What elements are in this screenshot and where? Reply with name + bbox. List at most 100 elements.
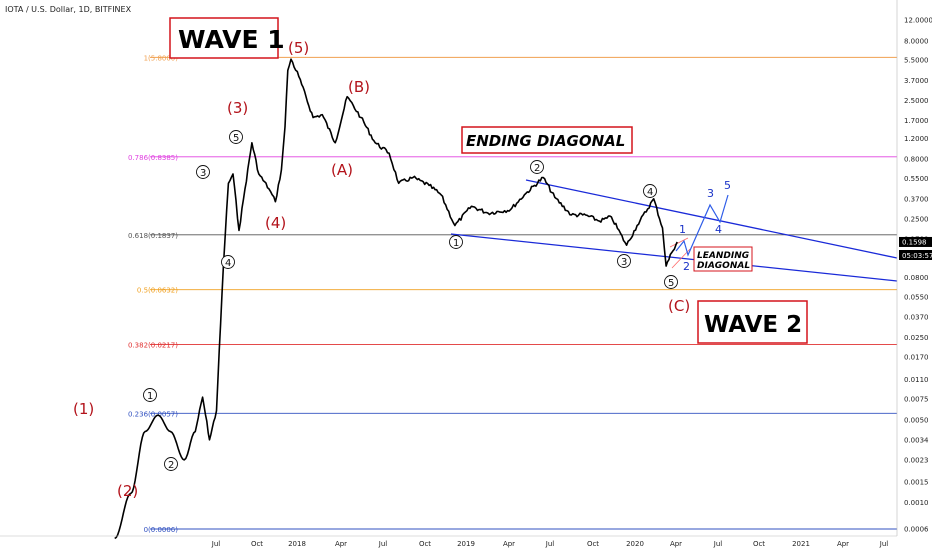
svg-text:4: 4 bbox=[225, 258, 231, 269]
time-tick-label: 2021 bbox=[792, 540, 810, 548]
time-tick-label: Oct bbox=[419, 540, 431, 548]
svg-text:2: 2 bbox=[168, 460, 174, 471]
circled-label-2: 2 bbox=[164, 457, 178, 471]
svg-text:DIAGONAL: DIAGONAL bbox=[697, 261, 750, 271]
svg-text:5: 5 bbox=[668, 278, 674, 289]
time-tick-label: Apr bbox=[837, 540, 849, 548]
svg-text:5: 5 bbox=[233, 133, 239, 144]
circled-label-4: 4 bbox=[221, 255, 235, 269]
price-tick-label: 5.5000 bbox=[904, 57, 929, 65]
circled-label-3: 3 bbox=[196, 165, 210, 179]
wave2-callout: WAVE 2 bbox=[697, 300, 808, 344]
price-tick-label: 0.0006 bbox=[904, 526, 929, 534]
price-tick-label: 0.0370 bbox=[904, 314, 929, 322]
svg-text:WAVE 1: WAVE 1 bbox=[178, 25, 285, 54]
projection-label-2: 2 bbox=[683, 260, 690, 273]
circled-diag-5: 5 bbox=[664, 275, 678, 289]
chart-title: IOTA / U.S. Dollar, 1D, BITFINEX bbox=[5, 5, 132, 14]
circled-diag-2: 2 bbox=[530, 160, 544, 174]
price-tick-label: 0.0010 bbox=[904, 499, 929, 507]
fib-label: 0.236(0.0057) bbox=[128, 410, 178, 418]
svg-text:2: 2 bbox=[534, 163, 540, 174]
time-tick-label: Jul bbox=[211, 540, 221, 548]
leading-diagonal-upper-line bbox=[669, 237, 689, 248]
price-tick-label: 3.7000 bbox=[904, 77, 929, 85]
circled-label-1: 1 bbox=[143, 388, 157, 402]
ending-diagonal-upper-line bbox=[525, 179, 898, 259]
svg-text:4: 4 bbox=[647, 187, 653, 198]
iota-price-line bbox=[114, 58, 678, 540]
wave-label-4: (4) bbox=[265, 214, 286, 232]
wave-label-c: (C) bbox=[668, 297, 690, 315]
wave1-callout: WAVE 1 bbox=[169, 17, 285, 59]
time-tick-label: Apr bbox=[503, 540, 515, 548]
svg-text:1: 1 bbox=[147, 391, 153, 402]
fib-label: 1(5.8000) bbox=[144, 54, 179, 62]
price-tick-label: 0.0250 bbox=[904, 334, 929, 342]
time-tick-label: Jul bbox=[879, 540, 889, 548]
price-axis[interactable]: 12.0000 8.0000 5.5000 3.7000 2.5000 1.7000 1.2… bbox=[896, 0, 932, 536]
wave-label-5: (5) bbox=[288, 39, 309, 57]
projection-label-4: 4 bbox=[715, 223, 722, 236]
svg-text:3: 3 bbox=[621, 257, 627, 268]
svg-text:1: 1 bbox=[453, 238, 459, 249]
last-price-tag: 0.1598 05:03:57 bbox=[899, 236, 932, 260]
price-tick-label: 0.0800 bbox=[904, 274, 929, 282]
svg-text:LEANDING: LEANDING bbox=[697, 251, 749, 261]
diagonal-trendlines bbox=[450, 179, 898, 282]
fib-label: 0.382(0.0217) bbox=[128, 342, 178, 350]
projection-label-1: 1 bbox=[679, 223, 686, 236]
price-tick-label: 1.7000 bbox=[904, 117, 929, 125]
time-tick-label: 2019 bbox=[457, 540, 475, 548]
wave-label-a: (A) bbox=[331, 161, 353, 179]
svg-text:WAVE 2: WAVE 2 bbox=[704, 312, 802, 338]
wave-label-1: (1) bbox=[73, 400, 94, 418]
fib-label: 0.786(0.8385) bbox=[128, 154, 178, 162]
time-tick-label: Oct bbox=[587, 540, 599, 548]
wave-labels: (1) (2) (3) (4) (5) (A) (B) (C) 1 2 3 4 … bbox=[73, 39, 731, 500]
ending-diagonal-lower-line bbox=[450, 233, 898, 282]
circled-diag-1: 1 bbox=[449, 235, 463, 249]
price-tick-label: 0.2500 bbox=[904, 215, 929, 223]
circled-label-4b: 4 bbox=[643, 184, 657, 198]
time-tick-label: Jul bbox=[713, 540, 723, 548]
time-tick-label: Jul bbox=[545, 540, 555, 548]
circled-diag-3: 3 bbox=[617, 254, 631, 268]
price-tick-label: 0.3700 bbox=[904, 195, 929, 203]
wave-label-2: (2) bbox=[117, 482, 138, 500]
time-tick-label: Oct bbox=[753, 540, 765, 548]
bar-countdown: 05:03:57 bbox=[902, 252, 932, 260]
projection-label-3: 3 bbox=[707, 187, 714, 200]
fib-label: 0(0.0006) bbox=[144, 526, 179, 534]
price-tick-label: 0.0034 bbox=[904, 436, 929, 444]
time-tick-label: Apr bbox=[670, 540, 682, 548]
time-tick-label: 2020 bbox=[626, 540, 644, 548]
price-tick-label: 2.5000 bbox=[904, 97, 929, 105]
price-tick-label: 0.5500 bbox=[904, 175, 929, 183]
fibonacci-levels: 1(5.8000) 0.786(0.8385) 0.618(0.1837) 0.5(0… bbox=[128, 54, 897, 534]
price-tick-label: 0.0050 bbox=[904, 417, 929, 425]
price-tick-label: 0.0015 bbox=[904, 478, 929, 486]
price-tick-label: 0.0550 bbox=[904, 293, 929, 301]
wave-label-b: (B) bbox=[348, 78, 370, 96]
leading-diagonal-callout: LEANDING DIAGONAL bbox=[693, 246, 753, 272]
price-tick-label: 0.0170 bbox=[904, 354, 929, 362]
projected-wave-path bbox=[675, 194, 729, 257]
time-axis[interactable]: Jul Oct 2018 Apr Jul Oct 2019 Apr Jul Oct 2020 Apr J… bbox=[0, 535, 897, 548]
price-tick-label: 0.0075 bbox=[904, 396, 929, 404]
fib-label: 0.618(0.1837) bbox=[128, 232, 178, 240]
time-tick-label: Apr bbox=[335, 540, 347, 548]
price-tick-label: 0.0023 bbox=[904, 456, 929, 464]
circled-label-5: 5 bbox=[229, 130, 243, 144]
ending-diagonal-callout: ENDING DIAGONAL bbox=[461, 126, 633, 154]
time-tick-label: Jul bbox=[378, 540, 388, 548]
svg-text:0.1598: 0.1598 bbox=[902, 238, 927, 246]
price-tick-label: 1.2000 bbox=[904, 135, 929, 143]
time-tick-label: 2018 bbox=[288, 540, 306, 548]
wave-label-3: (3) bbox=[227, 99, 248, 117]
svg-text:ENDING DIAGONAL: ENDING DIAGONAL bbox=[466, 132, 625, 150]
price-tick-label: 8.0000 bbox=[904, 37, 929, 45]
price-tick-label: 12.0000 bbox=[904, 17, 932, 25]
projection-label-5: 5 bbox=[724, 179, 731, 192]
